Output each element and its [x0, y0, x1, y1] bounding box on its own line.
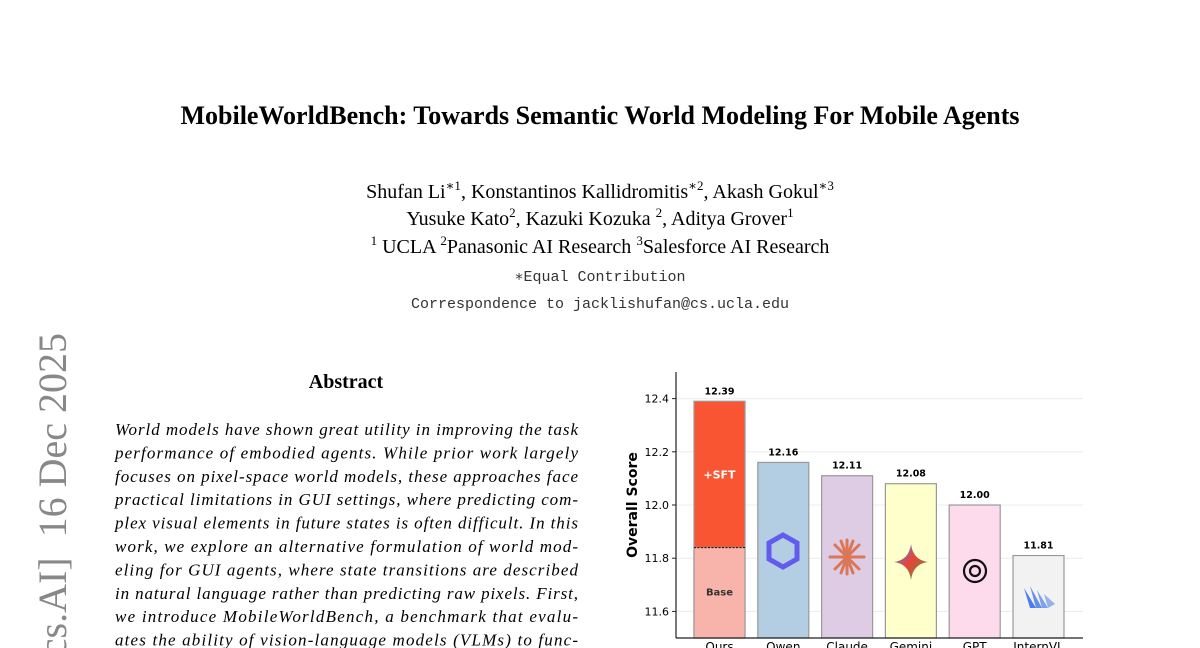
value-label: 12.08 [896, 469, 926, 480]
y-tick-label: 11.6 [645, 605, 670, 618]
gemini-icon [894, 544, 928, 580]
superscript: 2 [656, 205, 663, 220]
superscript: ∗3 [819, 178, 834, 193]
bar [757, 461, 810, 639]
author-line: 1 UCLA 2Panasonic AI Research 3Salesforc… [371, 233, 830, 258]
bar [948, 504, 1001, 639]
author-block: Shufan Li∗1, Konstantinos Kallidromitis∗… [366, 178, 834, 258]
qwen-icon [766, 532, 800, 570]
superscript: 2 [440, 233, 447, 248]
y-tick-label: 11.8 [645, 552, 670, 565]
x-tick-label: GPT [963, 640, 988, 648]
abstract-body: World models have shown great utility in… [114, 420, 579, 648]
correspondence: Correspondence to jacklishufan@cs.ucla.e… [411, 296, 789, 313]
x-tick-label: Qwen [766, 640, 800, 648]
author-text: Yusuke Kato [406, 208, 509, 230]
segment-label: +SFT [703, 468, 736, 481]
author-text: , Kazuki Kozuka [516, 208, 656, 230]
abstract-line: plex visual elements in future states is… [114, 514, 578, 533]
abstract-line: ates the ability of vision-language mode… [115, 631, 578, 648]
author-text: Panasonic AI Research [447, 236, 636, 258]
author-text: , Aditya Grover [662, 208, 787, 230]
author-text: Shufan Li [366, 181, 446, 203]
gpt-icon [962, 558, 988, 584]
value-label: 12.11 [832, 461, 862, 472]
abstract-line: performance of embodied agents. While pr… [114, 443, 578, 462]
author-line: Shufan Li∗1, Konstantinos Kallidromitis∗… [366, 178, 834, 203]
x-tick-label: Ours [705, 640, 733, 648]
abstract-line: eling for GUI agents, where state transi… [115, 560, 579, 579]
equal-contribution: ∗Equal Contribution [514, 269, 685, 286]
y-axis-label: Overall Score [625, 452, 641, 558]
abstract-line: in natural language rather than predicti… [115, 584, 578, 603]
abstract-line: practical limitations in GUI settings, w… [114, 490, 578, 509]
author-line: Yusuke Kato2, Kazuki Kozuka 2, Aditya Gr… [406, 205, 793, 230]
x-tick-label: InternVL [1013, 640, 1064, 648]
author-text: , Konstantinos Kallidromitis [461, 181, 688, 203]
value-label: 12.16 [768, 447, 798, 458]
x-tick-label: Claude [826, 640, 868, 648]
internvl-icon [1024, 586, 1055, 608]
value-label: 12.00 [960, 490, 990, 501]
superscript: ∗1 [446, 178, 461, 193]
abstract-line: we introduce MobileWorldBench, a benchma… [115, 607, 578, 626]
y-tick-label: 12.0 [645, 499, 670, 512]
author-text: Salesforce AI Research [643, 236, 830, 258]
superscript: 3 [636, 233, 643, 248]
superscript: 1 [787, 205, 794, 220]
model-icons [766, 532, 1055, 608]
y-tick-label: 12.4 [645, 393, 670, 406]
author-text: , Akash Gokul [704, 181, 819, 203]
abstract-heading: Abstract [309, 371, 384, 393]
bar [1012, 554, 1065, 639]
author-text: UCLA [377, 236, 440, 258]
abstract-line: World models have shown great utility in… [115, 420, 578, 439]
superscript: ∗2 [688, 178, 703, 193]
claude-icon [828, 538, 866, 576]
value-label: 12.39 [704, 386, 734, 397]
paper-title: MobileWorldBench: Towards Semantic World… [180, 101, 1019, 130]
superscript: 2 [509, 205, 516, 220]
chart: 11.6 11.8 12.0 12.2 12.4 Overall Score +SFT Bas… [625, 372, 1083, 648]
x-tick-label: Gemini [890, 640, 933, 648]
abstract-line: work, we explore an alternative formulat… [115, 537, 578, 556]
y-tick-label: 12.2 [645, 446, 670, 459]
value-label: 11.81 [1023, 541, 1053, 552]
abstract-line: focuses on pixel-space world models, the… [115, 467, 578, 486]
superscript: 1 [371, 233, 378, 248]
arxiv-stamp: [cs.AI] 16 Dec 2025 [30, 333, 75, 648]
segment-label: Base [706, 588, 733, 599]
